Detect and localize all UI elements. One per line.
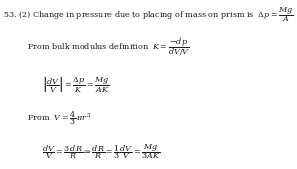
Text: From bulk modulus definition  $K = \dfrac{-dp}{dV/V}$: From bulk modulus definition $K = \dfrac… <box>27 37 190 58</box>
Text: $\dfrac{dV}{V} = \dfrac{3\,dR}{R} \Rightarrow \dfrac{dR}{R} = \dfrac{1}{3}\dfrac: $\dfrac{dV}{V} = \dfrac{3\,dR}{R} \Right… <box>42 143 160 161</box>
Text: From  $V = \dfrac{4}{3}\,\pi r^3$: From $V = \dfrac{4}{3}\,\pi r^3$ <box>27 110 91 127</box>
Text: $\left|\dfrac{dV}{V}\right| = \dfrac{\Delta p}{K} = \dfrac{Mg}{AK}$: $\left|\dfrac{dV}{V}\right| = \dfrac{\De… <box>42 75 109 94</box>
Text: 53. (2) Change in pressure due to placing of mass on prism is  $\Delta p = \dfra: 53. (2) Change in pressure due to placin… <box>3 6 294 25</box>
